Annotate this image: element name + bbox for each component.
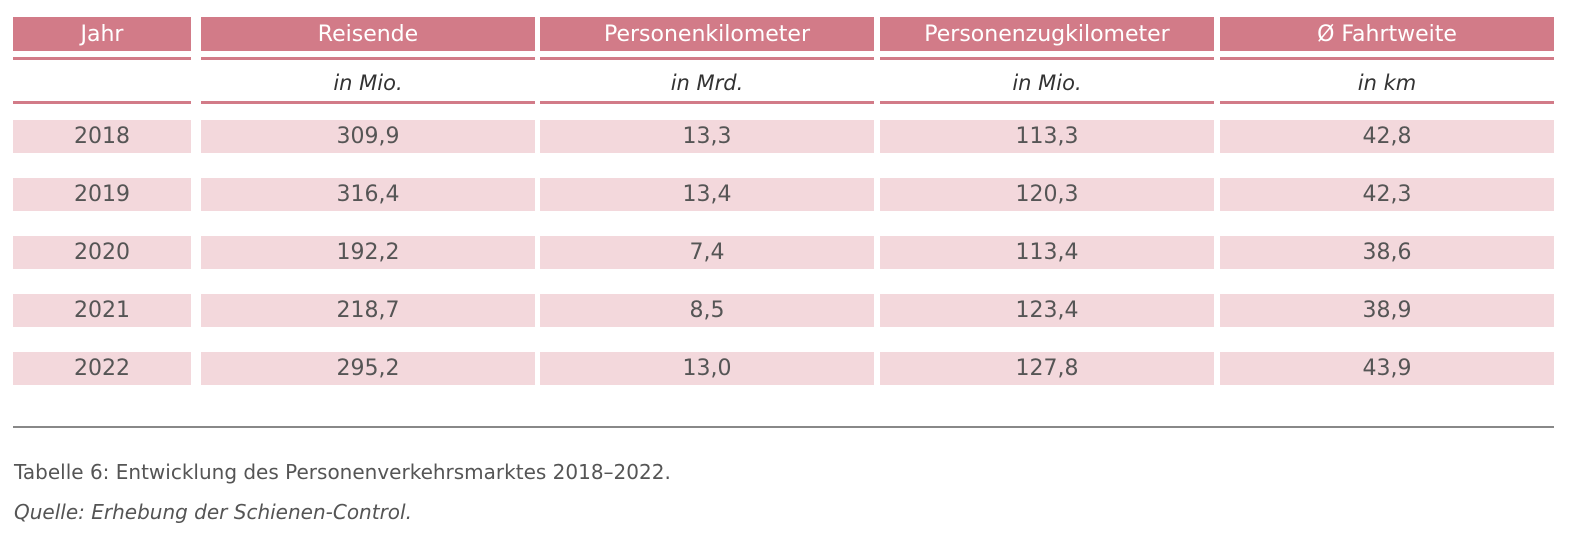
column-header: Reisende: [201, 17, 535, 51]
header-rule: [13, 57, 191, 60]
column-unit: in Mrd.: [670, 71, 744, 95]
unit-rule: [13, 101, 191, 104]
row-year-cell: 2022: [13, 352, 191, 385]
table-cell: 38,6: [1220, 236, 1554, 269]
unit-rule: [201, 101, 535, 104]
table-cell: 13,4: [540, 178, 874, 211]
table-caption: Tabelle 6: Entwicklung des Personenverke…: [14, 460, 671, 484]
table-cell: 13,0: [540, 352, 874, 385]
header-rule: [201, 57, 535, 60]
row-year-cell: 2018: [13, 120, 191, 153]
table-cell: 113,4: [880, 236, 1214, 269]
table-cell: 42,8: [1220, 120, 1554, 153]
header-rule: [880, 57, 1214, 60]
table-cell: 316,4: [201, 178, 535, 211]
unit-rule: [880, 101, 1214, 104]
table-cell: 7,4: [540, 236, 874, 269]
table-cell: 192,2: [201, 236, 535, 269]
table-cell: 38,9: [1220, 294, 1554, 327]
table-cell: 43,9: [1220, 352, 1554, 385]
column-unit: in km: [1357, 71, 1417, 95]
table-cell: 13,3: [540, 120, 874, 153]
header-rule: [540, 57, 874, 60]
table-cell: 113,3: [880, 120, 1214, 153]
table-source: Quelle: Erhebung der Schienen-Control.: [14, 500, 412, 524]
table-cell: 42,3: [1220, 178, 1554, 211]
header-rule: [1220, 57, 1554, 60]
table-cell: 8,5: [540, 294, 874, 327]
table-cell: 309,9: [201, 120, 535, 153]
table-cell: 120,3: [880, 178, 1214, 211]
row-year-cell: 2019: [13, 178, 191, 211]
column-header: Ø Fahrtweite: [1220, 17, 1554, 51]
row-year-cell: 2020: [13, 236, 191, 269]
table-cell: 218,7: [201, 294, 535, 327]
column-unit: in Mio.: [333, 71, 403, 95]
column-unit: in Mio.: [1012, 71, 1082, 95]
table-cell: 123,4: [880, 294, 1214, 327]
row-year-cell: 2021: [13, 294, 191, 327]
column-header: Personenzugkilometer: [880, 17, 1214, 51]
column-header: Personenkilometer: [540, 17, 874, 51]
column-header: Jahr: [13, 17, 191, 51]
table-cell: 295,2: [201, 352, 535, 385]
unit-rule: [540, 101, 874, 104]
unit-rule: [1220, 101, 1554, 104]
bottom-divider: [13, 426, 1554, 428]
column-unit: [13, 63, 191, 103]
table-cell: 127,8: [880, 352, 1214, 385]
